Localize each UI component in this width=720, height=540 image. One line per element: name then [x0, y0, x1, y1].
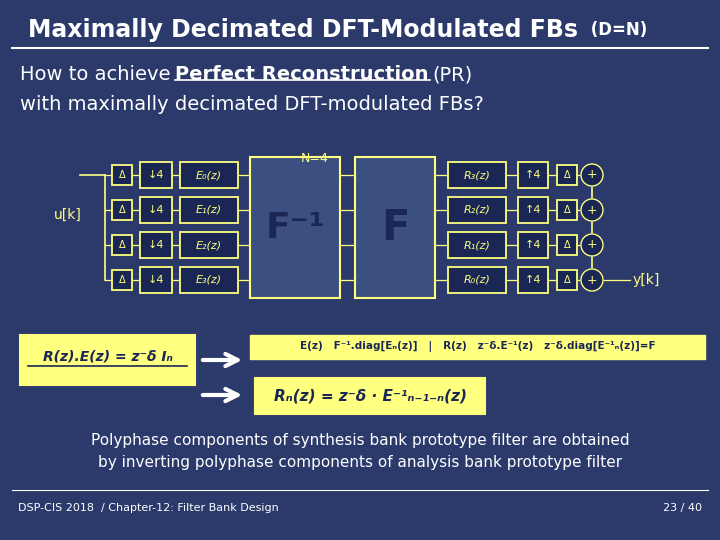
Text: Δ: Δ	[119, 205, 125, 215]
Text: F: F	[381, 206, 409, 248]
Text: ↓4: ↓4	[148, 275, 164, 285]
FancyBboxPatch shape	[112, 270, 132, 290]
FancyBboxPatch shape	[112, 200, 132, 220]
FancyBboxPatch shape	[140, 162, 172, 188]
Text: Δ: Δ	[119, 275, 125, 285]
FancyBboxPatch shape	[180, 267, 238, 293]
Text: Rₙ(z) = z⁻δ · E⁻¹ₙ₋₁₋ₙ(z): Rₙ(z) = z⁻δ · E⁻¹ₙ₋₁₋ₙ(z)	[274, 388, 467, 403]
FancyBboxPatch shape	[180, 162, 238, 188]
FancyBboxPatch shape	[355, 157, 435, 298]
Text: R(z).E(z) = z⁻δ Iₙ: R(z).E(z) = z⁻δ Iₙ	[42, 349, 172, 363]
Text: with maximally decimated DFT-modulated FBs?: with maximally decimated DFT-modulated F…	[20, 96, 484, 114]
Text: ↓4: ↓4	[148, 170, 164, 180]
FancyBboxPatch shape	[250, 157, 340, 298]
FancyBboxPatch shape	[448, 232, 506, 258]
FancyBboxPatch shape	[518, 267, 548, 293]
Text: Δ: Δ	[564, 170, 570, 180]
Text: Δ: Δ	[564, 275, 570, 285]
FancyBboxPatch shape	[140, 197, 172, 223]
Text: E₂(z): E₂(z)	[196, 240, 222, 250]
Circle shape	[581, 269, 603, 291]
FancyBboxPatch shape	[140, 267, 172, 293]
Text: R₂(z): R₂(z)	[464, 205, 490, 215]
Text: Maximally Decimated DFT-Modulated FBs: Maximally Decimated DFT-Modulated FBs	[28, 18, 578, 42]
Circle shape	[581, 234, 603, 256]
Circle shape	[581, 199, 603, 221]
Text: +: +	[587, 239, 598, 252]
Text: Δ: Δ	[564, 240, 570, 250]
FancyBboxPatch shape	[180, 197, 238, 223]
FancyBboxPatch shape	[557, 270, 577, 290]
FancyBboxPatch shape	[140, 232, 172, 258]
FancyBboxPatch shape	[518, 197, 548, 223]
FancyBboxPatch shape	[557, 200, 577, 220]
Text: E₃(z): E₃(z)	[196, 275, 222, 285]
FancyBboxPatch shape	[518, 162, 548, 188]
Text: Polyphase components of synthesis bank prototype filter are obtained: Polyphase components of synthesis bank p…	[91, 433, 629, 448]
Text: E(z)   F⁻¹.diag[Eₙ(z)]   |   R(z)   z⁻δ.E⁻¹(z)   z⁻δ.diag[E⁻¹ₙ(z)]=F: E(z) F⁻¹.diag[Eₙ(z)] | R(z) z⁻δ.E⁻¹(z) z…	[300, 341, 655, 353]
Text: ↓4: ↓4	[148, 205, 164, 215]
FancyBboxPatch shape	[448, 267, 506, 293]
FancyBboxPatch shape	[112, 235, 132, 255]
FancyBboxPatch shape	[448, 162, 506, 188]
Text: ↑4: ↑4	[525, 205, 541, 215]
Text: How to achieve: How to achieve	[20, 65, 176, 84]
FancyBboxPatch shape	[255, 378, 485, 414]
Text: +: +	[587, 204, 598, 217]
Text: y[k]: y[k]	[633, 273, 660, 287]
Text: ↓4: ↓4	[148, 240, 164, 250]
Text: by inverting polyphase components of analysis bank prototype filter: by inverting polyphase components of ana…	[98, 455, 622, 469]
FancyBboxPatch shape	[518, 232, 548, 258]
Text: (PR): (PR)	[432, 65, 472, 84]
Text: 23 / 40: 23 / 40	[663, 503, 702, 513]
Text: R₃(z): R₃(z)	[464, 170, 490, 180]
Text: N=4: N=4	[301, 152, 329, 165]
Circle shape	[581, 164, 603, 186]
FancyBboxPatch shape	[250, 335, 705, 359]
Text: ↑4: ↑4	[525, 275, 541, 285]
Text: DSP-CIS 2018  / Chapter-12: Filter Bank Design: DSP-CIS 2018 / Chapter-12: Filter Bank D…	[18, 503, 279, 513]
Text: Perfect Reconstruction: Perfect Reconstruction	[175, 65, 428, 84]
FancyBboxPatch shape	[180, 232, 238, 258]
Text: +: +	[587, 273, 598, 287]
Text: Δ: Δ	[119, 240, 125, 250]
FancyBboxPatch shape	[448, 197, 506, 223]
FancyBboxPatch shape	[557, 235, 577, 255]
Text: F⁻¹: F⁻¹	[265, 211, 325, 245]
Text: (D=N): (D=N)	[585, 21, 647, 39]
Text: ↑4: ↑4	[525, 240, 541, 250]
Text: Δ: Δ	[564, 205, 570, 215]
Text: E₀(z): E₀(z)	[196, 170, 222, 180]
FancyBboxPatch shape	[557, 165, 577, 185]
Text: R₀(z): R₀(z)	[464, 275, 490, 285]
FancyBboxPatch shape	[20, 335, 195, 385]
Text: Δ: Δ	[119, 170, 125, 180]
Text: ↑4: ↑4	[525, 170, 541, 180]
Text: R₁(z): R₁(z)	[464, 240, 490, 250]
Text: u[k]: u[k]	[54, 208, 82, 222]
FancyBboxPatch shape	[112, 165, 132, 185]
Text: E₁(z): E₁(z)	[196, 205, 222, 215]
Text: +: +	[587, 168, 598, 181]
